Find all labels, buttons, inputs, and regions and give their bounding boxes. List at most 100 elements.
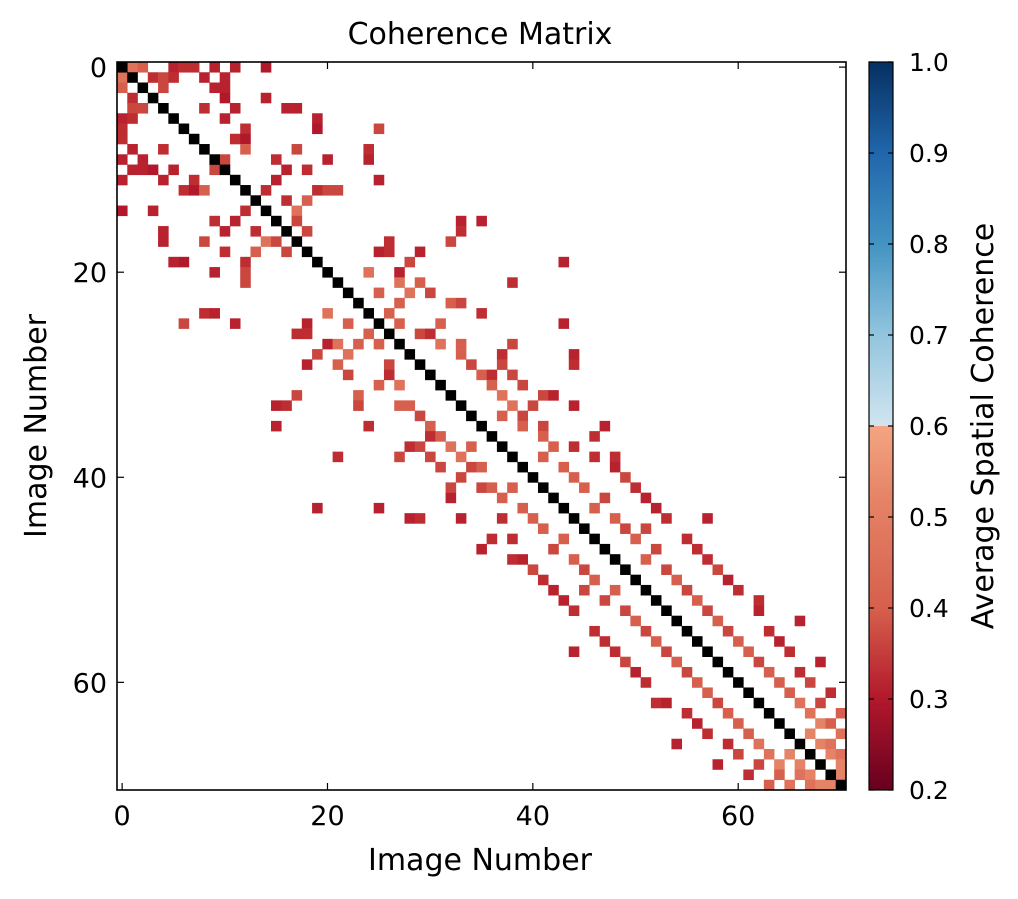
heatmap-cell [209, 308, 220, 319]
heatmap-cell [373, 174, 385, 186]
heatmap-cell [425, 420, 436, 432]
heatmap-cell [301, 195, 313, 206]
diagonal-cell [342, 287, 354, 299]
diagonal-cell [733, 677, 744, 688]
heatmap-cell [640, 625, 652, 637]
heatmap-cell [753, 759, 765, 770]
heatmap-cell [363, 420, 374, 432]
heatmap-cell [188, 62, 200, 73]
heatmap-cell [342, 318, 354, 329]
diagonal-cell [301, 246, 313, 258]
heatmap-cell [537, 451, 549, 463]
heatmap-cell [507, 277, 518, 288]
heatmap-cell [445, 482, 457, 493]
diagonal-cell [486, 431, 498, 442]
heatmap-cell [342, 369, 354, 381]
heatmap-cell [394, 277, 405, 288]
y-axis: 0 20 40 60 [73, 53, 846, 699]
heatmap-cell [117, 123, 128, 135]
heatmap-cell [291, 144, 303, 155]
heatmap-cell [414, 513, 426, 524]
heatmap-cell [373, 338, 385, 350]
heatmap-cell [383, 369, 395, 381]
heatmap-cell [568, 359, 580, 370]
heatmap-cell [281, 164, 292, 176]
diagonal-cell [322, 267, 333, 278]
heatmap-cell [517, 554, 529, 565]
heatmap-cell [240, 133, 251, 145]
heatmap-cell [702, 554, 713, 565]
heatmap-cell [301, 359, 313, 370]
heatmap-cell [209, 82, 220, 94]
heatmap-cell [476, 308, 487, 319]
heatmap-cell [240, 123, 251, 135]
heatmap-cell [835, 728, 847, 740]
heatmap-cell [599, 595, 611, 606]
diagonal-cell [445, 390, 457, 401]
diagonal-cell [455, 400, 467, 411]
diagonal-cell [579, 523, 590, 534]
heatmap-cell [209, 267, 220, 278]
heatmap-cell [486, 482, 498, 493]
heatmap-cell [661, 564, 672, 575]
heatmap-cell [219, 82, 231, 94]
heatmap-cell [260, 62, 272, 73]
heatmap-cell [763, 625, 775, 637]
heatmap-cell [568, 349, 580, 360]
heatmap-cell [507, 400, 518, 411]
heatmap-cell [260, 92, 272, 104]
heatmap-cell [322, 338, 333, 350]
heatmap-cell [229, 133, 241, 145]
heatmap-cell [486, 369, 498, 381]
heatmap-cell [404, 287, 416, 299]
heatmap-cell [784, 687, 795, 699]
heatmap-cell [363, 154, 374, 165]
diagonal-cell [815, 759, 826, 770]
heatmap-cell [620, 472, 631, 483]
heatmap-cell [147, 72, 159, 83]
heatmap-cell [691, 677, 703, 688]
heatmap-cell [609, 461, 621, 473]
heatmap-cell [722, 707, 734, 719]
heatmap-cell [496, 349, 508, 360]
heatmap-cell [127, 62, 138, 73]
heatmap-cell [373, 123, 385, 135]
heatmap-cell [609, 646, 621, 657]
x-tick-label: 60 [721, 801, 755, 832]
heatmap-cell [496, 390, 508, 401]
heatmap-cell [117, 154, 128, 165]
heatmap-cell [117, 133, 128, 145]
diagonal-cell [640, 584, 652, 596]
heatmap-cell [702, 687, 713, 699]
heatmap-cell [199, 185, 210, 196]
heatmap-cell [558, 318, 570, 329]
heatmap-cell [219, 154, 231, 165]
heatmap-cell [599, 636, 611, 647]
heatmap-cell [794, 759, 806, 770]
diagonal-cell [794, 738, 806, 750]
x-axis-label: Image Number [368, 843, 593, 878]
heatmap-cell [383, 359, 395, 370]
heatmap-cell [496, 359, 508, 370]
heatmap-cell [476, 461, 487, 473]
diagonal-cell [281, 226, 292, 237]
heatmap-cell [712, 564, 724, 575]
heatmap-cell [332, 185, 344, 196]
heatmap-cell [794, 666, 806, 678]
heatmap-cell [558, 461, 570, 473]
heatmap-cell [640, 492, 652, 504]
heatmap-cell [312, 185, 323, 196]
heatmap-cell [466, 461, 477, 473]
heatmap-cell [199, 72, 210, 83]
heatmap-cell [517, 379, 529, 391]
heatmap-cell [137, 62, 149, 73]
heatmap-cell [178, 62, 190, 73]
y-tick-label: 0 [90, 53, 107, 84]
heatmap-cell [455, 297, 467, 309]
heatmap-cell [671, 656, 683, 668]
heatmap-cell [815, 656, 826, 668]
heatmap-cell [199, 103, 210, 114]
heatmap-cell [702, 605, 713, 616]
heatmap-cell [455, 338, 467, 350]
